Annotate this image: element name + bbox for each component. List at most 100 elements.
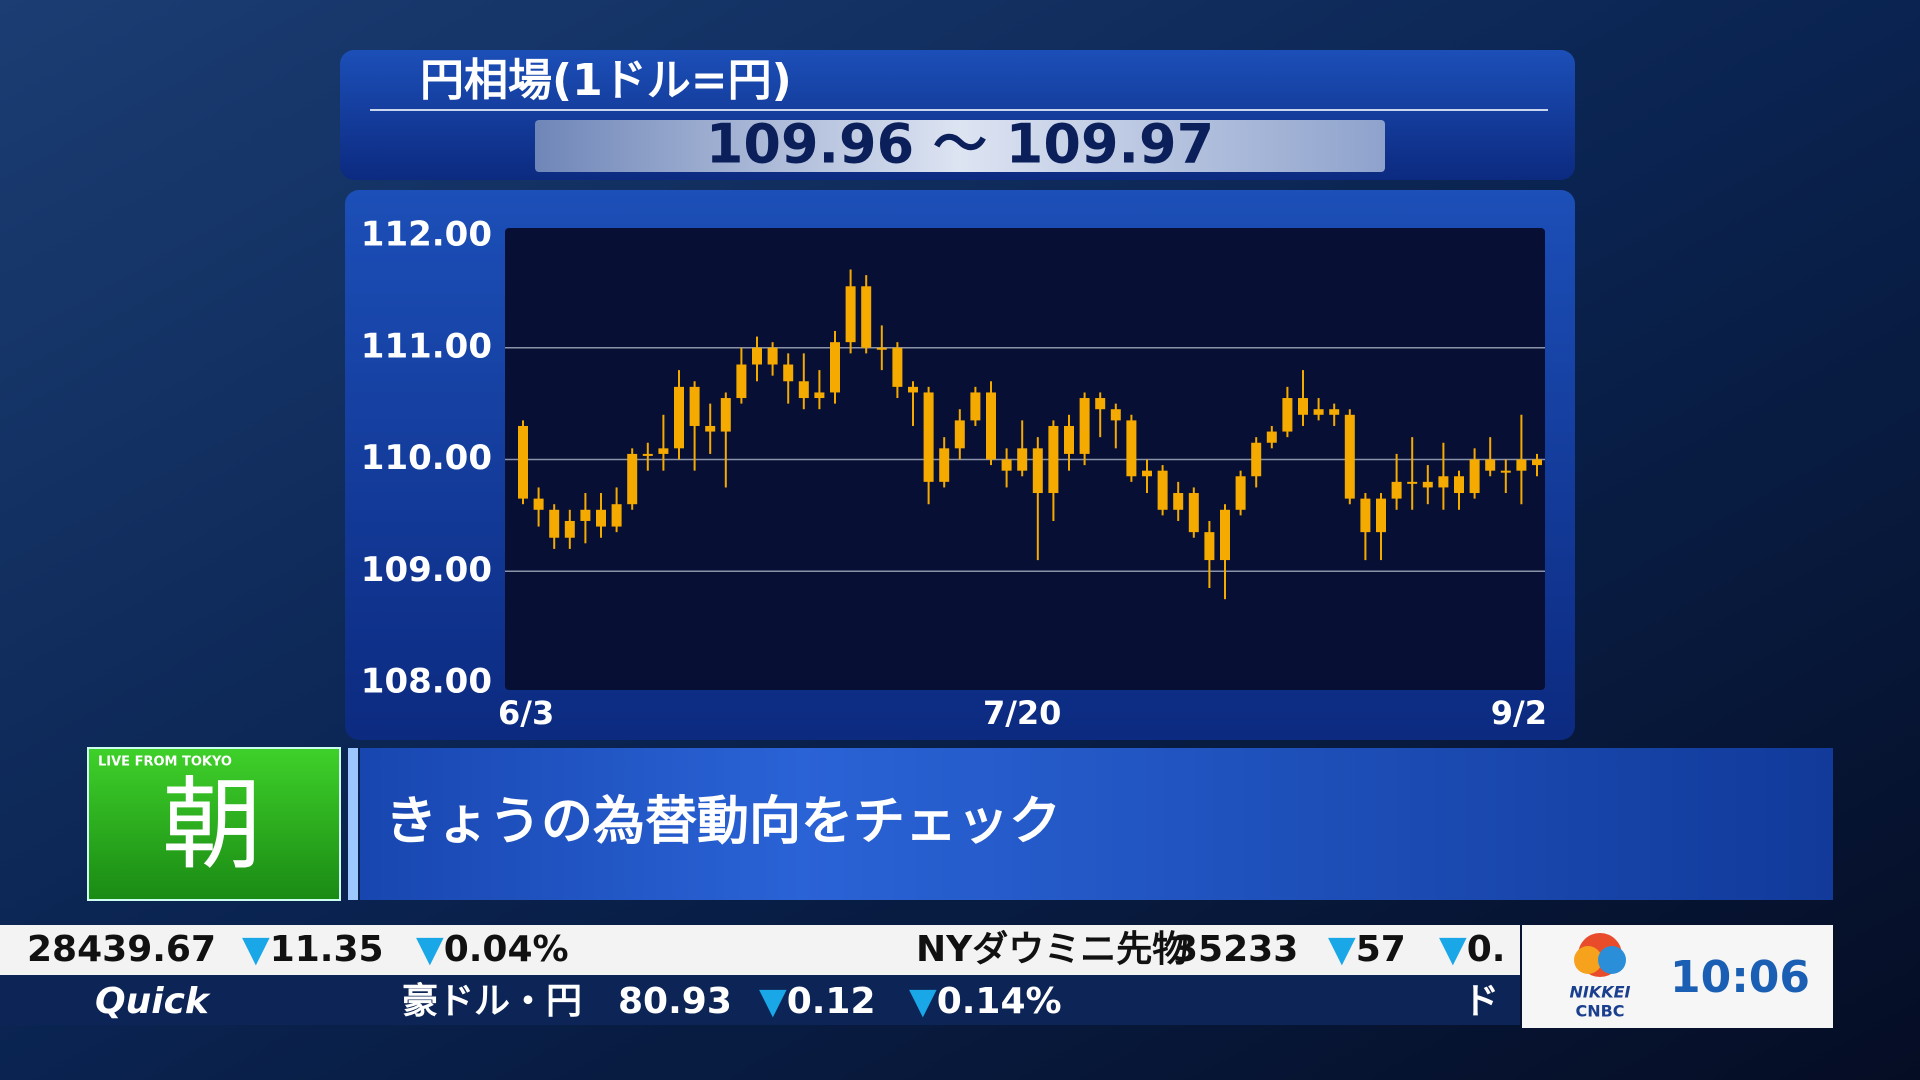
candle-body — [1454, 476, 1464, 494]
y-tick-label: 108.00 — [361, 662, 492, 702]
candle-body — [1048, 425, 1059, 494]
logo-peacock — [1598, 946, 1626, 974]
ticker-text: ド — [1463, 981, 1499, 1022]
x-tick-label: 7/20 — [983, 694, 1061, 732]
candle-body — [720, 398, 731, 432]
candle-body — [1266, 431, 1277, 443]
candle-body — [642, 453, 653, 456]
program-badge — [87, 747, 341, 901]
ticker-item: 35233 — [1173, 929, 1298, 970]
candle-body — [1298, 398, 1308, 415]
candle-body — [689, 386, 700, 426]
candle-body — [1344, 414, 1355, 499]
ticker-item: Quick — [95, 981, 211, 1022]
candle-body — [970, 392, 981, 421]
candle-body — [1391, 481, 1402, 499]
candle-body — [1282, 398, 1293, 432]
ticker-text: NYダウミニ先物 — [916, 929, 1188, 970]
candle-body — [1329, 409, 1340, 415]
candle-body — [814, 392, 825, 399]
quote-box — [535, 120, 1385, 172]
ticker-text: Quick — [95, 981, 211, 1022]
candle-body — [1251, 442, 1262, 477]
candle-body — [1438, 476, 1449, 488]
ticker-text: 0.04% — [444, 929, 569, 970]
candle-body — [939, 448, 950, 482]
ticker-arrow: ▼ — [909, 981, 937, 1022]
candle-body — [564, 520, 575, 538]
candle-body — [1313, 409, 1324, 415]
candle-body — [580, 509, 591, 521]
ticker-item: ▼11.35 — [242, 929, 384, 970]
ticker-text: 0.12 — [787, 981, 876, 1022]
candle-body — [986, 392, 996, 460]
caption-text: きょうの為替動向をチェック — [385, 792, 1061, 852]
ticker-item: ▼0. — [1439, 929, 1505, 970]
logo-text: CNBC — [1575, 1002, 1624, 1021]
candle-body — [1500, 470, 1511, 473]
candle-body — [1173, 493, 1184, 510]
badge-text: LIVE FROM TOKYO — [98, 755, 232, 770]
logo-box — [1522, 925, 1833, 1028]
candle-body — [798, 381, 809, 399]
ticker-top — [0, 925, 1520, 975]
ticker-item: ▼0.12 — [759, 981, 876, 1022]
y-tick-label: 109.00 — [361, 550, 492, 590]
y-tick-label: 110.00 — [361, 438, 492, 478]
plot: 108.00 109.00 110.00 111.00 112.00 6/3 7/20 9/2 — [361, 215, 1547, 733]
ticker-text: 35233 — [1173, 929, 1298, 970]
separator — [348, 748, 358, 900]
ticker-text: 0.14% — [937, 981, 1062, 1022]
chart-title: 円相場(1ドル=円) — [420, 55, 792, 106]
ticker-item: 28439.67 — [27, 929, 216, 970]
candle-body — [549, 509, 560, 538]
y-tick-label: 111.00 — [361, 326, 492, 366]
candle-body — [1204, 532, 1215, 561]
candle-body — [767, 347, 778, 365]
x-tick-label: 9/2 — [1491, 694, 1547, 732]
candle-body — [1001, 459, 1012, 471]
y-tick-label: 112.00 — [361, 215, 492, 255]
candle-body — [1157, 470, 1168, 510]
candle-body — [1220, 509, 1230, 561]
candle-body — [783, 364, 794, 382]
ticker-text: 80.93 — [618, 981, 732, 1022]
ticker-arrow: ▼ — [1439, 929, 1467, 970]
candle-body — [1407, 481, 1418, 484]
ticker-item: ド — [1463, 981, 1499, 1022]
ticker-item: 豪ドル・円 — [402, 981, 582, 1022]
candle-body — [1079, 398, 1090, 454]
logo-peacock — [1574, 946, 1602, 974]
candle-body — [1095, 398, 1106, 410]
candle-body — [861, 286, 872, 348]
ticker-item: 80.93 — [618, 981, 732, 1022]
ticker-bottom — [0, 975, 1520, 1025]
candle-body — [752, 347, 762, 365]
candle-body — [627, 453, 638, 505]
x-tick-label: 6/3 — [498, 694, 554, 732]
ticker-text: 11.35 — [270, 929, 384, 970]
ticker-item: ▼57 — [1328, 929, 1406, 970]
ticker-text: 28439.67 — [27, 929, 216, 970]
candle-body — [1064, 425, 1074, 454]
candle-body — [1469, 459, 1480, 494]
candle-body — [954, 420, 965, 449]
candle-body — [596, 509, 606, 527]
candle-body — [1516, 459, 1527, 471]
ticker-item: ▼0.14% — [909, 981, 1062, 1022]
candle-body — [876, 347, 887, 350]
program-name: 朝 — [162, 766, 262, 883]
clock: 10:06 — [1670, 952, 1810, 1003]
candle-body — [1360, 498, 1371, 533]
candle-body — [923, 392, 934, 482]
candle-body — [1110, 409, 1121, 421]
candle-body — [1485, 459, 1496, 471]
candle-body — [892, 347, 903, 387]
ticker-arrow: ▼ — [242, 929, 270, 970]
ticker-arrow: ▼ — [759, 981, 787, 1022]
candle-body — [1188, 493, 1199, 533]
candle-body — [1376, 498, 1386, 533]
candle-body — [1126, 420, 1137, 477]
